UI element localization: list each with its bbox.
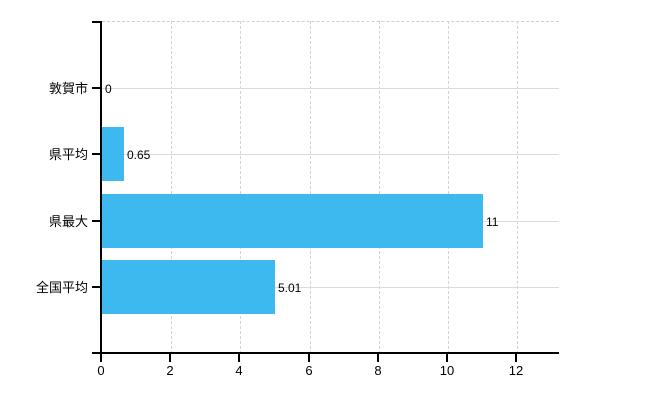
y-gridline <box>102 287 559 288</box>
y-axis-tick <box>92 220 100 222</box>
value-label: 0 <box>105 82 112 96</box>
x-tick-label: 8 <box>374 363 382 378</box>
x-axis-tick <box>169 354 171 362</box>
y-gridline <box>102 154 559 155</box>
x-gridline <box>379 21 380 354</box>
x-gridline <box>310 21 311 354</box>
bar-県平均 <box>102 127 124 181</box>
x-axis <box>100 352 559 354</box>
y-gridline <box>102 88 559 89</box>
bar-県最大 <box>102 194 483 248</box>
x-gridline <box>517 21 518 354</box>
x-tick-label: 10 <box>439 363 455 378</box>
x-axis-tick <box>238 354 240 362</box>
x-tick-label: 12 <box>508 363 524 378</box>
category-label: 敦賀市 <box>48 81 88 96</box>
x-axis-tick <box>308 354 310 362</box>
y-axis-tick <box>92 153 100 155</box>
x-tick-label: 4 <box>235 363 243 378</box>
category-label: 県平均 <box>48 147 88 162</box>
category-label: 県最大 <box>48 214 88 229</box>
x-tick-label: 0 <box>97 363 105 378</box>
category-label: 全国平均 <box>35 280 88 295</box>
x-axis-tick <box>446 354 448 362</box>
y-axis <box>100 21 102 354</box>
x-axis-tick <box>100 354 102 362</box>
x-axis-tick <box>515 354 517 362</box>
bar-全国平均 <box>102 260 275 314</box>
y-axis-tick <box>92 87 100 89</box>
x-gridline <box>171 21 172 354</box>
value-label: 11 <box>486 215 499 229</box>
x-gridline <box>448 21 449 354</box>
x-gridline <box>240 21 241 354</box>
y-axis-tick <box>92 21 100 23</box>
value-label: 5.01 <box>278 281 302 295</box>
x-tick-label: 2 <box>166 363 174 378</box>
x-tick-label: 6 <box>305 363 313 378</box>
y-axis-tick <box>92 352 100 354</box>
value-label: 0.65 <box>127 148 151 162</box>
y-axis-tick <box>92 286 100 288</box>
plot-top-border <box>102 21 559 22</box>
x-axis-tick <box>377 354 379 362</box>
